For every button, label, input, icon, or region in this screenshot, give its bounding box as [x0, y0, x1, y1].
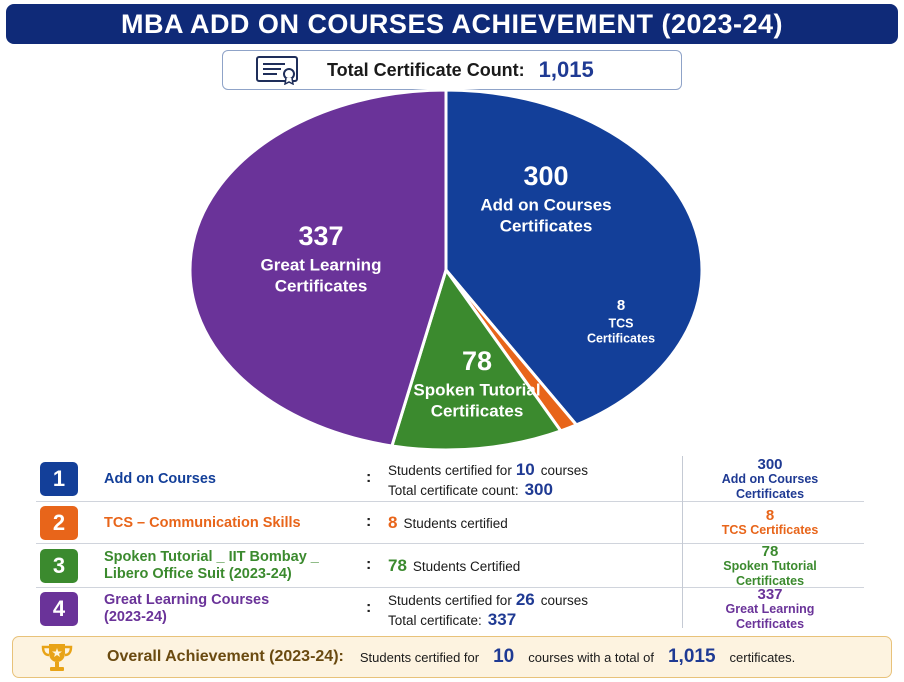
slice-name-label-3: Certificates [431, 401, 524, 420]
row-number-badge: 2 [40, 506, 78, 540]
detail-number: 10 [515, 460, 535, 479]
slice-value-label-4: 337 [298, 221, 343, 251]
row-detail-line-1: 8 Students certified [388, 513, 508, 533]
row-divider [36, 543, 864, 544]
row-detail-line-1: Students certified for 26 courses [388, 590, 588, 610]
total-certificate-value: 1,015 [538, 57, 594, 82]
slice-name-label-4: Great Learning [261, 255, 382, 274]
detail-number: 300 [524, 480, 553, 499]
row-course-name: TCS – Communication Skills [104, 515, 301, 532]
slice-name-label-4: Certificates [275, 276, 368, 295]
detail-number: 78 [388, 556, 407, 575]
row-detail: 8 Students certified [388, 513, 508, 533]
pie-slice-4 [188, 88, 448, 448]
row-detail: Students certified for 10 courses Total cer… [388, 460, 588, 500]
row-colon: : [366, 556, 372, 573]
row-colon: : [366, 469, 372, 486]
detail-number: 337 [487, 610, 517, 629]
page-title: MBA ADD ON COURSES ACHIEVEMENT (2023-24) [6, 4, 898, 44]
table-row: 4 Great Learning Courses (2023-24): Student… [36, 588, 864, 630]
row-divider [36, 587, 864, 588]
detail-text: Students certified for [388, 593, 512, 608]
row-summary-value: 78 [761, 542, 779, 560]
overall-text-1: Students certified for [359, 649, 480, 665]
slice-name-label-2: Certificates [587, 331, 655, 345]
row-number-badge: 4 [40, 592, 78, 626]
table-row: 1 Add on Courses: Students certified for 10… [36, 456, 864, 502]
row-detail-line-1: 78 Students Certified [388, 556, 520, 576]
row-number-badge: 3 [40, 549, 78, 583]
overall-text-3: certificates. [729, 649, 796, 665]
row-colon: : [366, 513, 372, 530]
overall-achievement-label: Overall Achievement (2023-24): [107, 648, 344, 665]
row-summary: 78 Spoken Tutorial Certificates [686, 544, 854, 589]
total-certificate-box: Total Certificate Count: 1,015 [222, 50, 682, 90]
detail-text: courses [540, 593, 589, 608]
row-course-name: Add on Courses [104, 471, 216, 488]
slice-name-label-1: Add on Courses [480, 195, 611, 214]
row-summary-label: Spoken Tutorial [723, 558, 817, 573]
row-summary-value: 8 [765, 507, 775, 524]
row-course-name: Spoken Tutorial _ IIT Bombay _ Libero Off… [104, 549, 319, 583]
slice-value-label-2: 8 [617, 297, 625, 314]
row-summary-label: TCS Certificates [721, 523, 819, 537]
row-course-name: Great Learning Courses (2023-24) [104, 592, 269, 626]
row-summary-label: Great Learning [725, 601, 815, 616]
row-course-name-line: Spoken Tutorial _ IIT Bombay _ [104, 549, 319, 565]
trophy-icon [41, 644, 73, 671]
row-summary-label: Certificates [735, 573, 805, 588]
detail-text: Students Certified [412, 559, 521, 574]
pie-slice-3 [389, 266, 564, 452]
row-detail-line-2: Total certificate: 337 [388, 610, 588, 630]
table-row: 2 TCS – Communication Skills:8 Students ce… [36, 502, 864, 544]
detail-number: 8 [388, 513, 398, 532]
row-course-name-line: Libero Office Suit (2023-24) [104, 566, 292, 582]
column-divider [682, 456, 683, 628]
row-summary: 8 TCS Certificates [686, 508, 854, 538]
row-detail-line-1: Students certified for 10 courses [388, 460, 588, 480]
detail-number: 26 [515, 590, 535, 609]
detail-text: courses [540, 463, 589, 478]
row-summary: 300 Add on Courses Certificates [686, 457, 854, 502]
row-course-name-line: TCS – Communication Skills [104, 514, 301, 531]
row-course-name-line: (2023-24) [104, 609, 167, 625]
row-detail: 78 Students Certified [388, 556, 520, 576]
detail-text: Total certificate: [388, 613, 482, 628]
overall-text-2: courses with a total of [528, 649, 654, 665]
row-summary-label: Add on Courses [721, 471, 819, 486]
row-summary: 337 Great Learning Certificates [686, 587, 854, 632]
pie-slice-1 [444, 88, 704, 427]
row-detail-line-2: Total certificate count: 300 [388, 480, 588, 500]
detail-text: Students certified [403, 516, 508, 531]
row-course-name-line: Great Learning Courses [104, 592, 270, 608]
row-detail: Students certified for 26 courses Total cer… [388, 590, 588, 630]
slice-value-label-1: 300 [523, 161, 568, 191]
total-certificate-label: Total Certificate Count: [327, 59, 525, 80]
row-summary-label: Certificates [735, 616, 805, 631]
slice-value-label-3: 78 [462, 346, 492, 376]
detail-text: Students certified for [388, 463, 512, 478]
certificate-icon [256, 56, 298, 85]
overall-certificate-total: 1,015 [667, 646, 716, 667]
table-row: 3 Spoken Tutorial _ IIT Bombay _ Libero Of… [36, 544, 864, 588]
slice-name-label-1: Certificates [500, 216, 593, 235]
slice-name-label-3: Spoken Tutorial [413, 380, 540, 399]
overall-achievement-bar: Overall Achievement (2023-24): Students … [12, 636, 892, 678]
row-divider [36, 501, 864, 502]
slice-name-label-2: TCS [609, 316, 634, 330]
row-course-name-line: Add on Courses [104, 470, 216, 487]
row-summary-label: Certificates [735, 486, 805, 501]
row-colon: : [366, 599, 372, 616]
row-number-badge: 1 [40, 462, 78, 496]
row-summary-value: 300 [757, 455, 783, 473]
detail-text: Total certificate count: [388, 483, 519, 498]
row-summary-value: 337 [757, 585, 783, 603]
overall-courses-count: 10 [493, 646, 515, 667]
